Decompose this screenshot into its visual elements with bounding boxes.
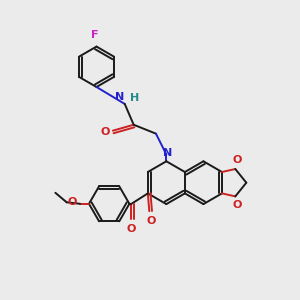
- Text: O: O: [100, 127, 110, 137]
- Text: H: H: [130, 93, 139, 103]
- Text: O: O: [146, 216, 155, 226]
- Text: N: N: [116, 92, 125, 102]
- Text: F: F: [91, 30, 99, 40]
- Text: N: N: [163, 148, 172, 158]
- Text: O: O: [127, 224, 136, 234]
- Text: O: O: [67, 197, 76, 207]
- Text: O: O: [232, 155, 242, 166]
- Text: O: O: [232, 200, 242, 210]
